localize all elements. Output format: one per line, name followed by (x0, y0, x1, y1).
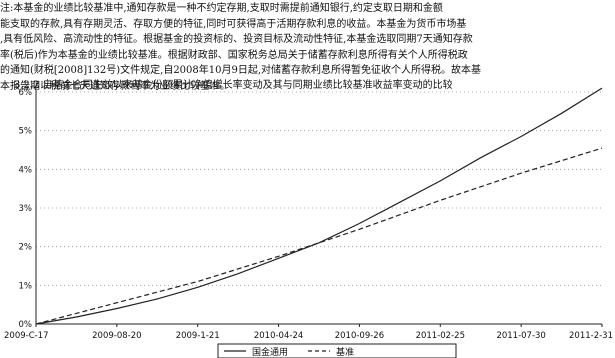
x-tick-label: 2010-09-26 (335, 331, 384, 341)
x-tick-label: 2009-C-17 (4, 331, 49, 341)
fund-benchmark-note: 注:本基金的业绩比较基准中,通知存款是一种不约定存期,支取时需提前通知银行,约定… (0, 1, 615, 94)
x-tick-label: 2010-04-24 (254, 331, 303, 341)
note-line: 能支取的存款,具有存期灵活、存取方便的特征,同时可获得高于活期存款利息的收益。本… (0, 18, 467, 30)
note-line: 率(税后)作为本基金的业绩比较基准。根据财政部、国家税务总局关于储蓄存款利息所得… (0, 49, 468, 61)
x-tick-label: 2009-1-21 (176, 331, 220, 341)
y-tick-label: 6% (19, 88, 33, 98)
note-line: 的通知(财税[2008]132号)文件规定,自2008年10月9日起,对储蓄存款… (0, 65, 482, 76)
x-tick-label: 2009-08-20 (92, 331, 141, 341)
note-line: 本报告期以税前七天通知存款利率为业绩比较基准。 (0, 80, 230, 92)
chart-axes (35, 88, 603, 327)
chart-legend: 国金通用 基准 (217, 343, 457, 358)
x-tick-label: 2011-07-30 (496, 331, 545, 341)
note-line: ,具有低风险、高流动性的特征。根据基金的投资标的、投资目标及流动性特征,本基金选… (0, 34, 473, 45)
x-tick-label: 2011-2-31 (569, 331, 613, 341)
y-tick-label: 3% (19, 204, 33, 214)
y-tick-label: 4% (19, 165, 33, 175)
note-line: 注:本基金的业绩比较基准中,通知存款是一种不约定存期,支取时需提前通知银行,约定… (0, 3, 443, 14)
section-title: 3.2.2 自基金合同生效以来基金份额累计净值增长率变动及其与同期业绩比较基准收… (14, 80, 453, 91)
y-tick-label: 2% (19, 243, 33, 253)
series-line-fund (35, 87, 603, 325)
series-line-benchmark (35, 147, 603, 325)
x-tick-label: 2011-02-25 (416, 331, 465, 341)
chart-grid (36, 91, 602, 286)
y-tick-label: 1% (19, 281, 33, 291)
legend-label-benchmark: 基准 (336, 346, 354, 358)
legend-box (217, 343, 457, 358)
chart-tick-labels: 6% 5% 4% 3% 2% 1% 0%2009-C-17 2009-08-20 2009-1-… (4, 88, 613, 341)
chart-series (35, 87, 603, 325)
y-tick-label: 0% (19, 320, 33, 330)
y-tick-label: 5% (19, 127, 33, 137)
legend-label-fund: 国金通用 (252, 346, 288, 358)
